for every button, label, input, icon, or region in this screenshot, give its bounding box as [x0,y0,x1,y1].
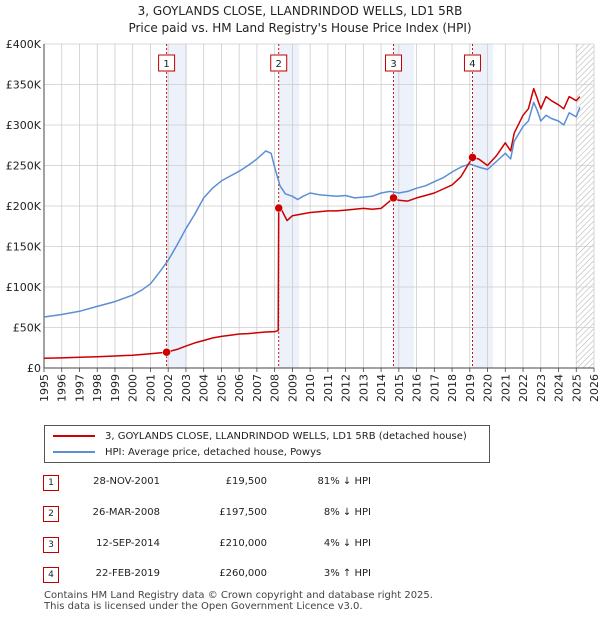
transaction-number: 1 [43,475,59,491]
footer-licence: This data is licensed under the Open Gov… [44,601,363,612]
x-tick-label: 2024 [553,374,566,402]
transaction-hpi-diff: 81% ↓ HPI [317,476,371,487]
transaction-row: 3 12-SEP-2014 £210,000 4% ↓ HPI [0,534,600,556]
transaction-row: 2 26-MAR-2008 £197,500 8% ↓ HPI [0,503,600,525]
sale-marker-label: 2 [276,59,282,70]
y-tick-label: £350K [6,79,42,92]
x-tick-label: 2022 [517,374,530,402]
transaction-row: 4 22-FEB-2019 £260,000 3% ↑ HPI [0,564,600,586]
sale-marker-box [270,54,288,72]
transaction-price: £197,500 [219,507,267,518]
y-tick-label: £250K [6,160,42,173]
transaction-price: £210,000 [219,538,267,549]
legend-item-price: 3, GOYLANDS CLOSE, LLANDRINDOD WELLS, LD… [53,428,467,444]
transaction-date: 26-MAR-2008 [92,507,160,518]
transaction-number: 2 [43,506,59,522]
x-tick-label: 2002 [162,374,175,402]
transaction-date: 12-SEP-2014 [96,538,160,549]
transaction-price: £260,000 [219,568,267,579]
x-tick-label: 2012 [340,374,353,402]
transaction-hpi-diff: 4% ↓ HPI [323,538,371,549]
sale-point [468,153,477,162]
chart-title: 3, GOYLANDS CLOSE, LLANDRINDOD WELLS, LD… [137,4,463,18]
y-tick-label: £0 [27,362,41,375]
x-tick-label: 2019 [464,374,477,402]
chart-subtitle: Price paid vs. HM Land Registry's House … [128,21,472,35]
sale-point [389,193,398,203]
x-tick-label: 2000 [127,374,140,402]
x-tick-label: 2005 [215,374,228,402]
x-tick-label: 2003 [180,374,193,402]
y-tick-label: £300K [6,119,42,132]
x-tick-label: 2017 [428,374,441,402]
transaction-hpi-diff: 8% ↓ HPI [323,507,371,518]
legend: 3, GOYLANDS CLOSE, LLANDRINDOD WELLS, LD… [44,425,490,463]
x-tick-label: 2016 [411,374,424,402]
legend-label-hpi: HPI: Average price, detached house, Powy… [105,446,322,458]
sale-marker-label: 1 [163,59,169,70]
legend-swatch-price [53,435,95,437]
transaction-hpi-diff: 3% ↑ HPI [323,568,371,579]
x-tick-label: 2023 [535,374,548,402]
y-tick-label: £100K [6,281,42,294]
x-tick-label: 2018 [446,374,459,402]
x-tick-label: 1997 [73,374,86,402]
x-tick-label: 2020 [482,374,495,402]
x-tick-label: 2008 [269,374,282,402]
x-tick-label: 2009 [286,374,299,402]
transaction-date: 28-NOV-2001 [93,476,160,487]
transaction-price: £19,500 [225,476,267,487]
price-chart: £0 £50K £100K £150K £200K £250K £300K £350K £400… [6,38,600,402]
sale-point [162,347,171,357]
x-tick-label: 2026 [588,374,600,402]
y-tick-label: £200K [6,200,42,213]
sale-marker-box [158,54,176,72]
x-tick-label: 2007 [251,374,264,402]
x-tick-label: 2001 [144,374,157,402]
sale-marker-box [385,54,403,72]
hpi-line [43,101,581,318]
footer-copyright: Contains HM Land Registry data © Crown c… [44,590,433,601]
transaction-number: 4 [43,567,59,583]
x-tick-label: 2004 [198,374,211,402]
sale-marker-box [463,54,481,72]
y-tick-label: £150K [6,241,42,254]
x-tick-label: 1998 [91,374,104,402]
x-tick-label: 2006 [233,374,246,402]
x-tick-label: 1999 [109,374,122,402]
y-tick-label: £400K [6,38,42,51]
x-tick-label: 2025 [570,374,583,402]
x-tick-label: 2013 [357,374,370,402]
legend-swatch-hpi [53,451,95,453]
price-paid-line [43,87,581,360]
legend-label-price: 3, GOYLANDS CLOSE, LLANDRINDOD WELLS, LD… [105,430,467,442]
sale-marker-label: 3 [390,59,396,70]
y-tick-label: £50K [13,322,42,335]
x-tick-label: 2011 [322,374,335,402]
x-tick-label: 2015 [393,374,406,402]
transaction-row: 1 28-NOV-2001 £19,500 81% ↓ HPI [0,472,600,494]
x-tick-label: 2014 [375,374,388,402]
transaction-date: 22-FEB-2019 [95,568,160,579]
x-tick-label: 2010 [304,374,317,402]
transaction-number: 3 [43,537,59,553]
x-tick-label: 1995 [38,374,51,402]
legend-item-hpi: HPI: Average price, detached house, Powy… [53,444,321,460]
x-tick-label: 1996 [56,374,69,402]
x-tick-label: 2021 [499,374,512,402]
sale-marker-label: 4 [469,59,475,70]
sale-point [274,203,283,213]
